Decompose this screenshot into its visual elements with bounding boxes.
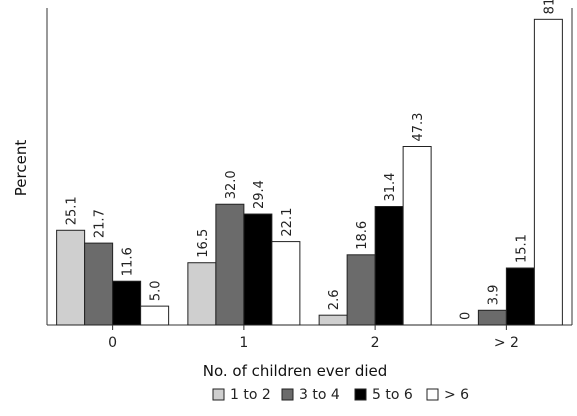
bar <box>112 280 142 326</box>
legend-swatch <box>426 388 439 401</box>
bar <box>243 213 273 326</box>
legend-label: 3 to 4 <box>299 387 340 403</box>
x-tick-label: > 2 <box>494 335 519 351</box>
x-tick-labels: 0 1 2 > 2 <box>108 325 519 351</box>
bar <box>271 241 301 326</box>
bar <box>346 254 376 326</box>
data-label: 16.5 <box>196 229 211 258</box>
data-label: 15.1 <box>514 234 529 263</box>
bar <box>374 206 404 326</box>
legend-swatch <box>212 388 225 401</box>
data-label: 32.0 <box>224 170 239 199</box>
data-label: 21.7 <box>93 209 108 238</box>
data-label: 22.1 <box>280 208 295 237</box>
data-label: 25.1 <box>65 196 80 225</box>
data-label: 81.0 <box>542 0 557 14</box>
x-axis-title: No. of children ever died <box>203 362 388 380</box>
legend-swatch <box>281 388 294 401</box>
bar <box>140 305 170 326</box>
bar <box>533 18 563 326</box>
bars-group <box>56 18 563 326</box>
x-tick-label: 2 <box>371 335 380 351</box>
data-label: 29.4 <box>252 180 267 209</box>
bar <box>402 145 432 326</box>
data-label: 2.6 <box>327 290 342 311</box>
plot-area <box>46 8 573 326</box>
data-label: 5.0 <box>149 280 164 301</box>
data-label: 11.6 <box>121 247 136 276</box>
legend-swatch <box>354 388 367 401</box>
bar <box>187 262 217 326</box>
bar <box>215 203 245 326</box>
legend: 1 to 2 3 to 4 5 to 6 > 6 <box>212 387 469 403</box>
bar <box>477 309 507 326</box>
data-label: 18.6 <box>355 221 370 250</box>
legend-label: 5 to 6 <box>372 387 413 403</box>
data-label: 47.3 <box>411 113 426 142</box>
x-tick-label: 1 <box>239 335 248 351</box>
bar <box>318 314 348 326</box>
y-axis-title: Percent <box>12 140 30 197</box>
bar <box>84 242 114 326</box>
x-tick-label: 0 <box>108 335 117 351</box>
data-label: 3.9 <box>486 285 501 306</box>
legend-label: > 6 <box>444 387 469 403</box>
bar <box>505 267 535 326</box>
data-label: 0 <box>458 312 473 320</box>
bar <box>56 229 86 326</box>
data-label: 31.4 <box>383 173 398 202</box>
data-labels-group: 25.1 21.7 11.6 5.0 16.5 32.0 29.4 22.1 2.6 18.6 31… <box>65 0 558 320</box>
legend-label: 1 to 2 <box>230 387 271 403</box>
